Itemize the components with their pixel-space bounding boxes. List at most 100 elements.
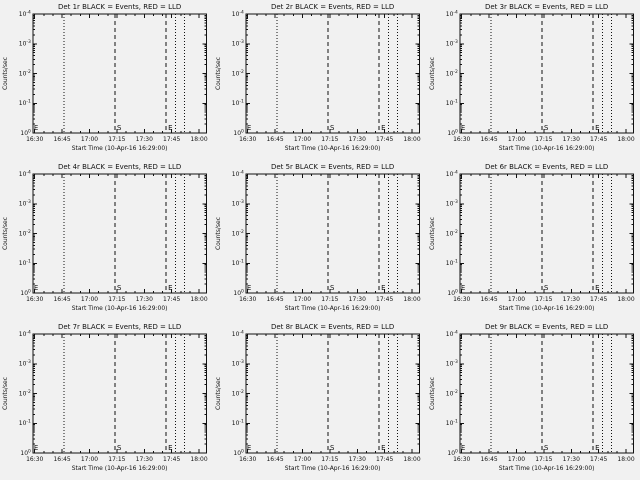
y-axis-ticks [459, 333, 634, 454]
y-tick-label: 10-2 [232, 229, 244, 238]
x-axis-ticks [34, 14, 200, 133]
edge-marker: E [247, 284, 251, 292]
y-tick-label: 10-2 [232, 389, 244, 398]
plot-frame [245, 173, 421, 294]
flare-s-marker: S [117, 444, 122, 452]
event-lines [63, 334, 185, 453]
y-axis-title: Counts/sec [215, 217, 222, 250]
event-lines [490, 174, 612, 293]
panel-title: Det 9r BLACK = Events, RED = LLD [485, 323, 608, 331]
y-tick-label: 10-1 [232, 419, 244, 428]
flare-e-marker: E [382, 444, 386, 452]
x-tick-label: 18:00 [404, 136, 421, 143]
tick-labels: 16:30 16:45 17:00 17:15 17:30 17:45 18:00 10-4 1… [445, 169, 634, 303]
y-axis-title: Counts/sec [2, 217, 9, 250]
x-tick-label: 16:30 [453, 296, 470, 303]
y-tick-label: 10-3 [19, 39, 31, 48]
x-tick-label: 18:00 [190, 296, 207, 303]
flare-e-marker: E [168, 284, 172, 292]
y-axis-ticks [459, 13, 634, 134]
x-tick-label: 17:30 [349, 136, 366, 143]
plot-frame [245, 333, 421, 454]
x-axis-title: Start Time (10-Apr-16 16:29:00) [498, 465, 594, 472]
event-lines [63, 174, 185, 293]
y-tick-label: 10-3 [445, 39, 457, 48]
x-tick-label: 17:00 [81, 456, 98, 463]
panel-title: Det 4r BLACK = Events, RED = LLD [58, 163, 181, 171]
y-tick-label: 10-1 [445, 419, 457, 428]
plot-panel-det-5r: Det 5r BLACK = Events, RED = LLD 16:30 16:… [213, 160, 426, 320]
y-tick-label: 10-2 [232, 69, 244, 78]
x-tick-label: 17:45 [590, 456, 607, 463]
x-axis-title: Start Time (10-Apr-16 16:29:00) [285, 305, 381, 312]
panel-title: Det 2r BLACK = Events, RED = LLD [271, 3, 394, 11]
y-tick-label: 100 [234, 128, 245, 137]
y-tick-label: 10-3 [445, 359, 457, 368]
plot-frame [459, 13, 634, 134]
plot-panel-det-4r: Det 4r BLACK = Events, RED = LLD 16:30 16:… [0, 160, 213, 320]
y-axis-ticks [459, 173, 634, 294]
x-tick-label: 17:00 [294, 296, 311, 303]
panel-title: Det 1r BLACK = Events, RED = LLD [58, 3, 181, 11]
x-tick-label: 17:15 [108, 296, 125, 303]
x-tick-label: 17:30 [136, 136, 153, 143]
edge-marker: E [247, 124, 251, 132]
y-tick-label: 10-1 [445, 99, 457, 108]
x-tick-label: 16:30 [453, 456, 470, 463]
x-axis-ticks [34, 174, 200, 293]
x-tick-label: 17:15 [108, 456, 125, 463]
tick-labels: 16:30 16:45 17:00 17:15 17:30 17:45 18:00 10-4 1… [445, 9, 634, 143]
flare-s-marker: S [330, 124, 335, 132]
x-tick-label: 17:30 [562, 456, 579, 463]
y-tick-label: 100 [20, 288, 31, 297]
y-tick-label: 10-4 [19, 169, 31, 178]
x-tick-label: 17:15 [322, 296, 339, 303]
x-axis-ticks [247, 174, 413, 293]
plot-frame [459, 173, 634, 294]
x-axis-ticks [460, 14, 627, 133]
x-tick-label: 16:30 [26, 136, 43, 143]
y-tick-label: 10-4 [232, 9, 244, 18]
y-tick-label: 10-1 [232, 99, 244, 108]
flare-s-marker: S [544, 124, 549, 132]
x-tick-label: 16:45 [480, 136, 497, 143]
x-tick-label: 17:15 [535, 296, 552, 303]
x-tick-label: 17:45 [376, 296, 393, 303]
y-tick-label: 10-4 [445, 9, 457, 18]
x-tick-label: 17:45 [376, 136, 393, 143]
x-tick-label: 17:00 [294, 456, 311, 463]
event-lines [490, 334, 612, 453]
y-axis-ticks [246, 173, 420, 294]
y-tick-label: 10-4 [232, 169, 244, 178]
event-lines [276, 174, 399, 293]
flare-e-marker: E [595, 124, 599, 132]
tick-labels: 16:30 16:45 17:00 17:15 17:30 17:45 18:00 10-4 1… [232, 329, 421, 463]
event-lines [490, 14, 612, 133]
plot-panel-det-3r: Det 3r BLACK = Events, RED = LLD 16:30 16:… [427, 0, 640, 160]
y-axis-ticks [32, 13, 207, 134]
y-tick-label: 100 [447, 448, 458, 457]
tick-labels: 16:30 16:45 17:00 17:15 17:30 17:45 18:00 10-4 1… [445, 329, 634, 463]
x-tick-label: 17:15 [535, 456, 552, 463]
x-tick-label: 17:00 [508, 136, 525, 143]
x-tick-label: 17:15 [322, 136, 339, 143]
y-tick-label: 10-4 [445, 169, 457, 178]
x-axis-title: Start Time (10-Apr-16 16:29:00) [498, 305, 594, 312]
y-tick-label: 10-3 [445, 199, 457, 208]
flare-s-marker: S [544, 284, 549, 292]
x-tick-label: 17:30 [349, 296, 366, 303]
y-tick-label: 100 [234, 288, 245, 297]
flare-e-marker: E [382, 124, 386, 132]
x-tick-label: 17:00 [508, 456, 525, 463]
plot-panel-det-7r: Det 7r BLACK = Events, RED = LLD 16:30 16:… [0, 320, 213, 480]
y-tick-label: 10-2 [445, 69, 457, 78]
edge-marker: E [34, 444, 38, 452]
y-axis-title: Counts/sec [2, 57, 9, 90]
x-tick-label: 17:30 [562, 296, 579, 303]
event-lines [63, 14, 185, 133]
y-tick-label: 10-1 [19, 259, 31, 268]
x-tick-label: 17:45 [163, 296, 180, 303]
edge-marker: E [247, 444, 251, 452]
flare-s-marker: S [330, 284, 335, 292]
